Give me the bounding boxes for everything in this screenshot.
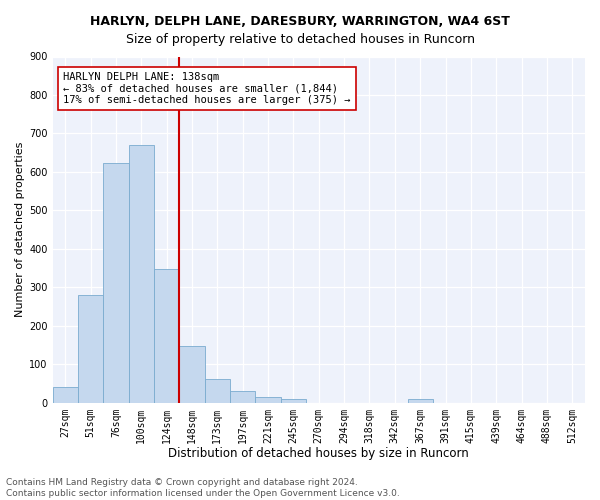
Bar [256,398,281,402]
Bar [407,399,433,402]
Text: Contains HM Land Registry data © Crown copyright and database right 2024.
Contai: Contains HM Land Registry data © Crown c… [6,478,400,498]
Bar [53,386,78,402]
Bar [179,346,205,403]
X-axis label: Distribution of detached houses by size in Runcorn: Distribution of detached houses by size … [169,447,469,460]
Bar [205,379,230,402]
Text: HARLYN, DELPH LANE, DARESBURY, WARRINGTON, WA4 6ST: HARLYN, DELPH LANE, DARESBURY, WARRINGTO… [90,15,510,28]
Text: HARLYN DELPH LANE: 138sqm
← 83% of detached houses are smaller (1,844)
17% of se: HARLYN DELPH LANE: 138sqm ← 83% of detac… [63,72,350,106]
Text: Size of property relative to detached houses in Runcorn: Size of property relative to detached ho… [125,32,475,46]
Bar [154,269,179,402]
Y-axis label: Number of detached properties: Number of detached properties [15,142,25,318]
Bar [103,164,128,402]
Bar [230,391,256,402]
Bar [78,295,103,403]
Bar [128,145,154,403]
Bar [281,399,306,402]
